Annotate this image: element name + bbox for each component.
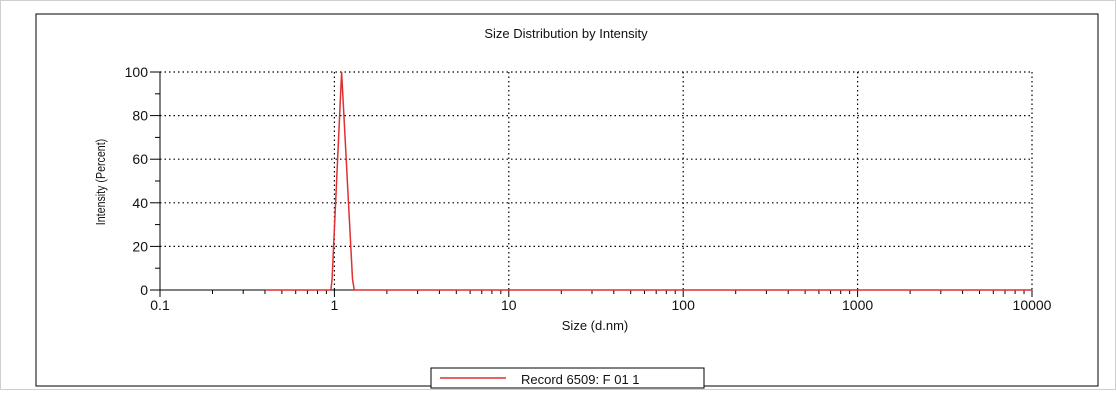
x-tick-label: 10000 [1013, 297, 1052, 313]
y-tick-label: 0 [140, 282, 148, 298]
legend: Record 6509: F 01 1 [431, 368, 704, 388]
x-tick-label: 0.1 [150, 297, 170, 313]
legend-label: Record 6509: F 01 1 [521, 372, 640, 387]
x-tick-label: 1000 [842, 297, 873, 313]
x-axis-label: Size (d.nm) [562, 318, 628, 333]
y-axis-label: Intensity (Percent) [93, 139, 108, 225]
x-tick-label: 10 [501, 297, 517, 313]
y-tick-label: 60 [132, 151, 148, 167]
x-tick-label: 100 [672, 297, 696, 313]
y-tick-label: 40 [132, 195, 148, 211]
x-tick-label: 1 [331, 297, 339, 313]
y-tick-label: 100 [125, 64, 149, 80]
y-tick-label: 20 [132, 238, 148, 254]
y-tick-label: 80 [132, 108, 148, 124]
chart-title: Size Distribution by Intensity [484, 26, 648, 41]
